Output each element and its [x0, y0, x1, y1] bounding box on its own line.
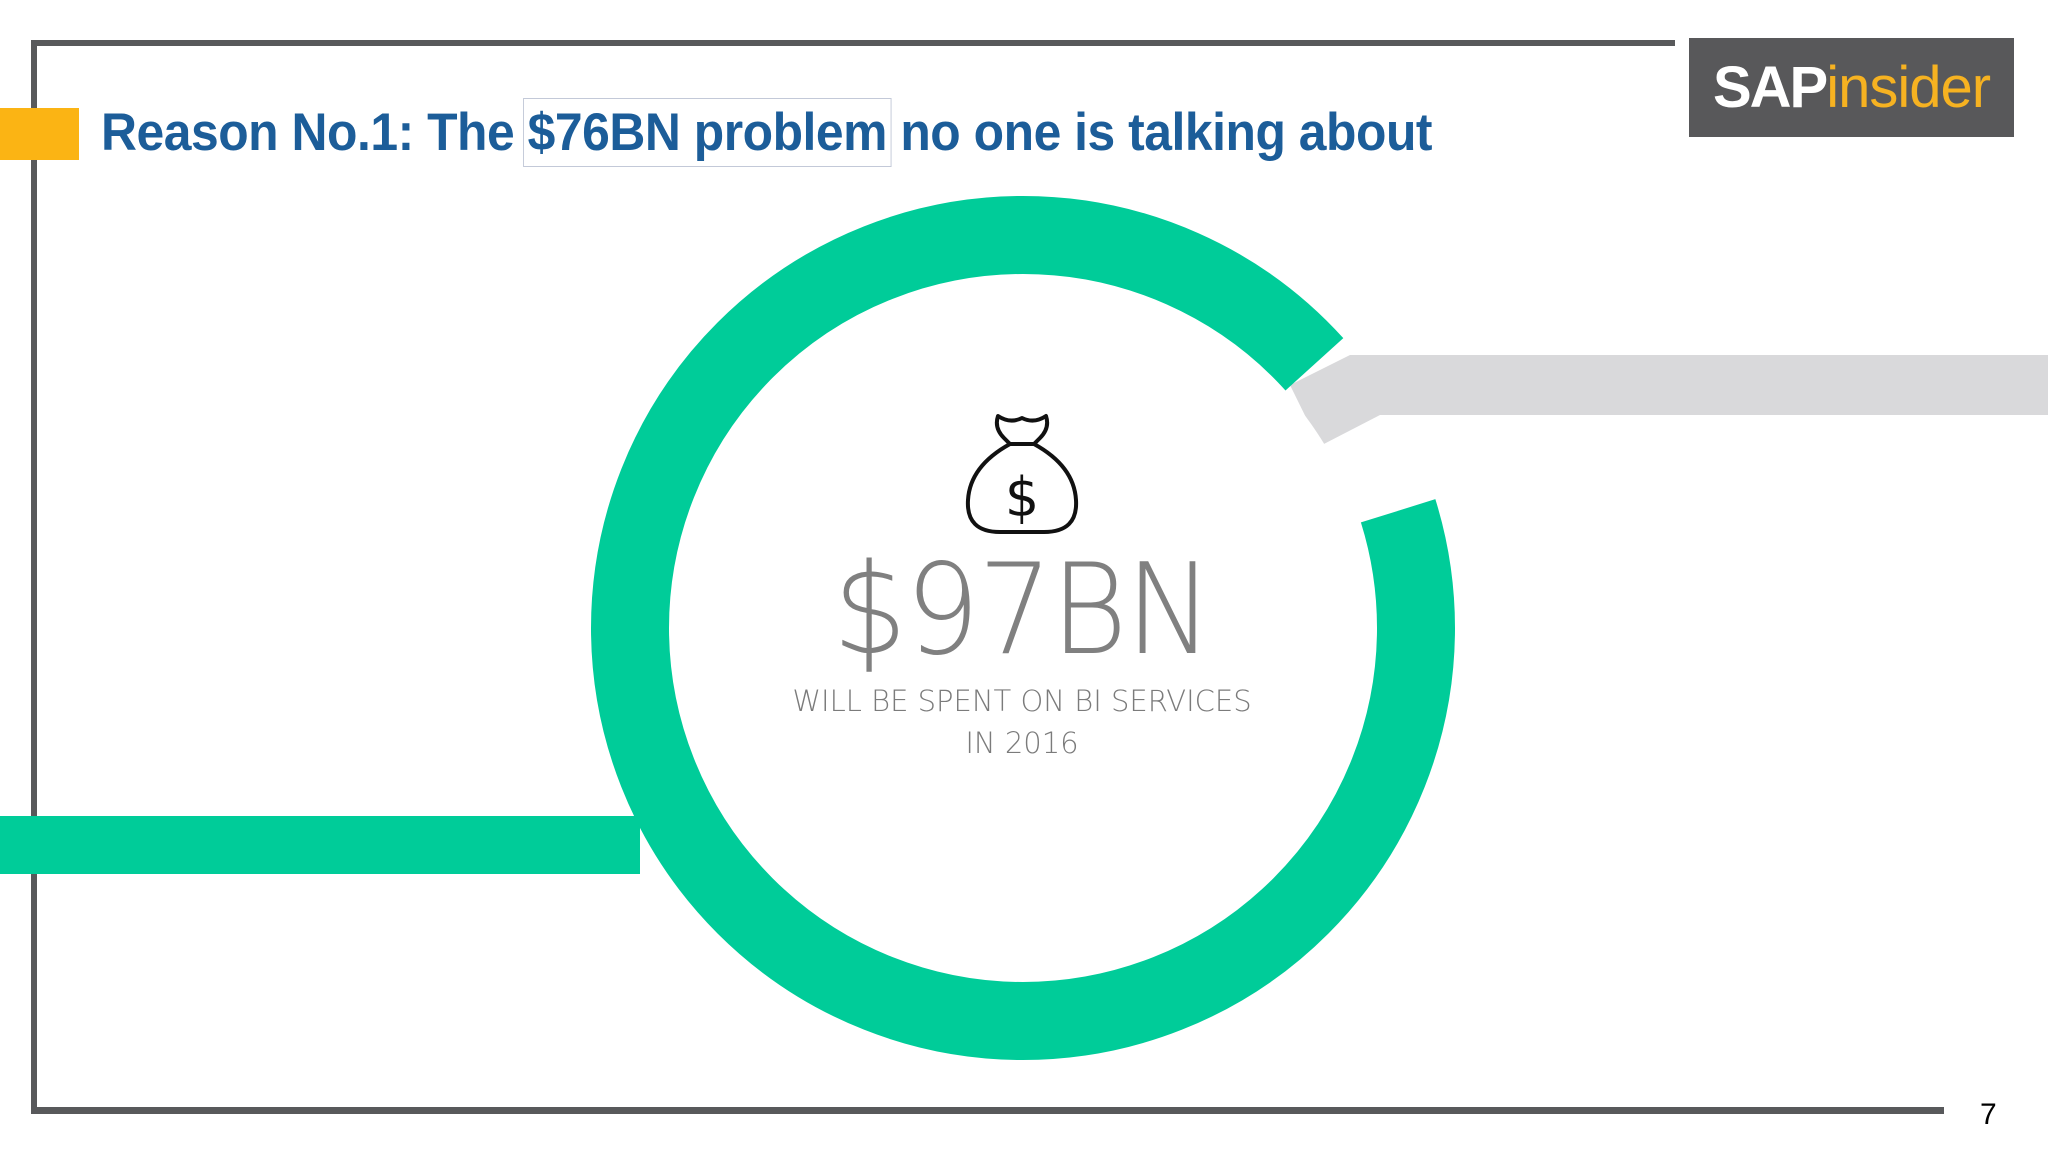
stat-value: $97BN — [832, 536, 1214, 683]
title-accent-bar — [0, 108, 79, 160]
grey-connector-bar — [1290, 355, 2048, 446]
title-prefix: Reason No.1: The — [101, 103, 528, 162]
stat-caption-line1: WILL BE SPENT ON BI SERVICES — [792, 684, 1252, 718]
green-ring — [591, 196, 1455, 1060]
svg-text:$: $ — [1005, 466, 1039, 529]
frame-bottom-line — [31, 1107, 1944, 1114]
stat-caption-line2: IN 2016 — [965, 726, 1079, 760]
title-highlight: $76BN problem — [522, 98, 892, 167]
page-number: 7 — [1980, 1098, 1997, 1131]
money-bag-icon: $ — [965, 414, 1079, 534]
frame-left-line — [31, 40, 37, 1114]
title-suffix: no one is talking about — [886, 103, 1433, 162]
logo-insider-text: insider — [1826, 55, 1991, 120]
sapinsider-logo: SAP insider — [1689, 38, 2014, 137]
slide-title: Reason No.1: The $76BN problem no one is… — [101, 97, 1433, 169]
stat-caption: WILL BE SPENT ON BI SERVICES IN 2016 — [622, 680, 1422, 764]
green-connector-bar — [0, 816, 640, 874]
ring-inner-disk — [670, 275, 1376, 981]
logo-sap-text: SAP — [1712, 55, 1828, 120]
frame-top-line — [31, 40, 1675, 46]
